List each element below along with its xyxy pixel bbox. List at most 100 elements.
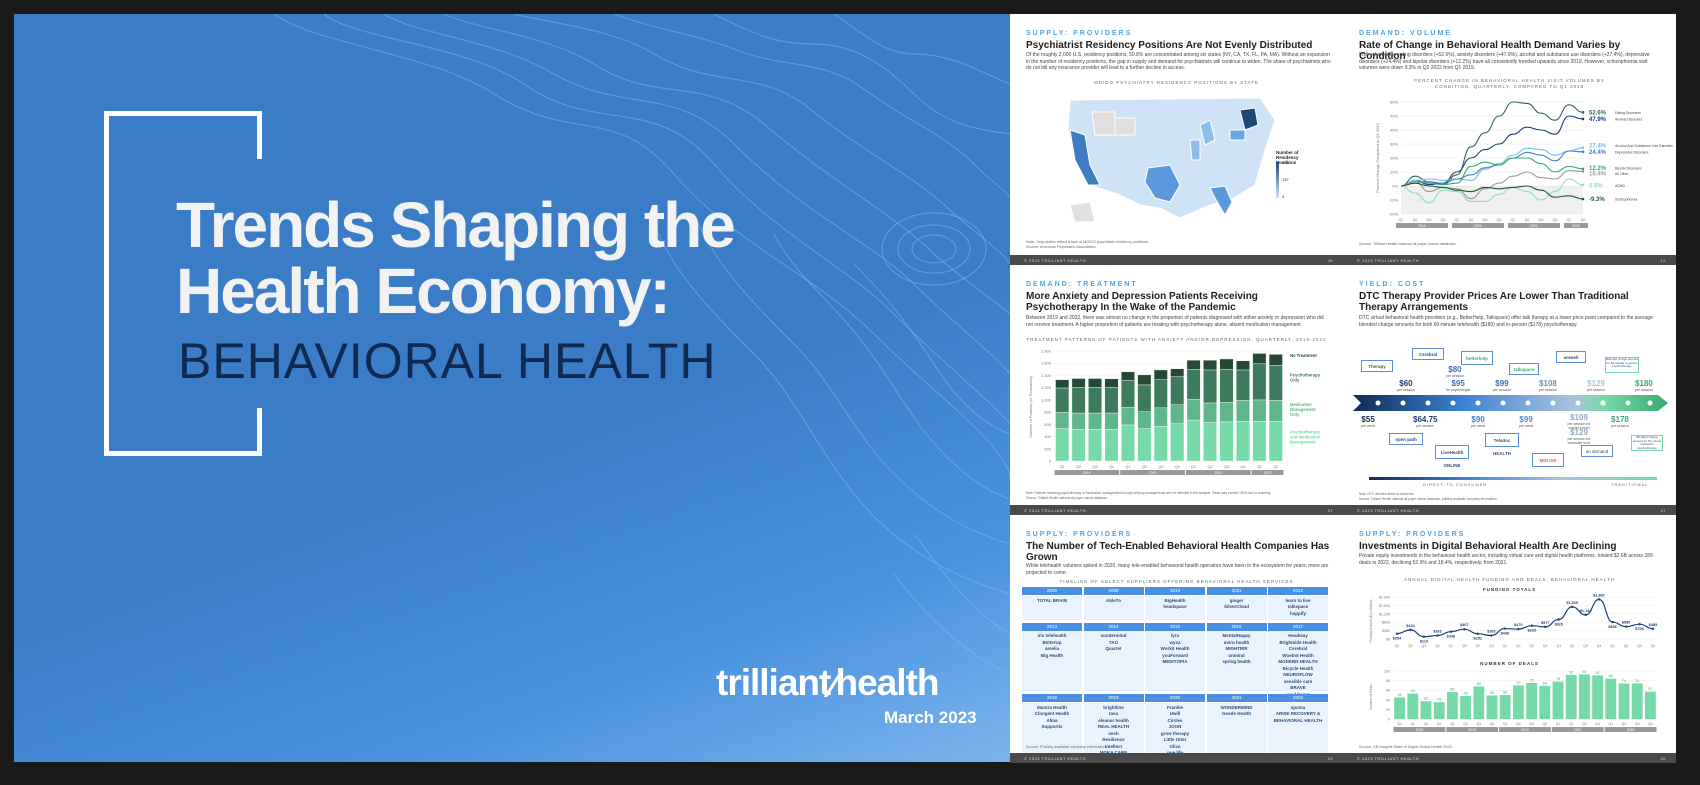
- price-129-bottom: $129 per session for doctorate level: [1567, 428, 1591, 445]
- logo-open-path: open path: [1389, 433, 1423, 445]
- svg-text:20: 20: [1386, 708, 1390, 712]
- svg-text:Psychotherapy: Psychotherapy: [1290, 373, 1321, 378]
- axis-traditional-label: TRADITIONAL: [1611, 482, 1649, 487]
- svg-text:2021: 2021: [1574, 728, 1582, 732]
- company-logo: JOON: [1168, 724, 1182, 729]
- timeline-year-2013: 2013: [1022, 622, 1082, 631]
- svg-text:Q4: Q4: [1109, 465, 1114, 469]
- svg-text:Number of Deals: Number of Deals: [1369, 684, 1373, 710]
- note-text: Note: Patients receiving psychotherapy o…: [1026, 491, 1272, 495]
- timeline-companies-2014: sondermind TAO Quartet: [1083, 631, 1144, 691]
- page-number: 36: [1327, 258, 1333, 263]
- svg-text:$165: $165: [1487, 630, 1495, 634]
- svg-text:$706: $706: [1635, 627, 1643, 631]
- svg-text:Eating Disorders: Eating Disorders: [1615, 111, 1641, 115]
- page-title: Investments in Digital Behavioral Health…: [1359, 541, 1617, 552]
- company-logo: Geode Health: [1221, 711, 1251, 716]
- chart-title: MD/DO PSYCHIATRY RESIDENCY POSITIONS BY …: [1094, 80, 1259, 85]
- svg-text:Q1: Q1: [1454, 218, 1459, 222]
- svg-text:Q4: Q4: [1437, 722, 1442, 726]
- svg-text:Q1: Q1: [1398, 218, 1403, 222]
- svg-text:2019: 2019: [1418, 224, 1426, 228]
- page-demand-treatment: DEMAND: TREATMENT More Anxiety and Depre…: [1010, 265, 1343, 515]
- svg-text:Q1: Q1: [1556, 644, 1561, 648]
- page-footer: © 2023 TRILLIANT HEALTH 40: [1343, 753, 1676, 763]
- page-kicker: SUPPLY: PROVIDERS: [1026, 30, 1133, 37]
- svg-text:2020: 2020: [1474, 224, 1482, 228]
- chart-title: TREATMENT PATTERNS OF PATIENTS WITH ANXI…: [1026, 337, 1327, 342]
- svg-text:Q4: Q4: [1648, 722, 1653, 726]
- page-note: Note: DTC denotes direct-to-consumer. So…: [1359, 492, 1497, 502]
- svg-text:92: 92: [1569, 670, 1573, 674]
- timeline-year-2019: 2019: [1083, 694, 1144, 702]
- svg-text:74: 74: [1622, 679, 1626, 683]
- title-frame-right-bottom: [257, 408, 262, 456]
- svg-text:2020: 2020: [1521, 728, 1529, 732]
- svg-text:Q3: Q3: [1093, 465, 1098, 469]
- svg-text:1,400: 1,400: [1041, 373, 1052, 378]
- svg-text:$800: $800: [1382, 621, 1390, 625]
- footer-copyright: © 2023 TRILLIANT HEALTH: [1357, 508, 1420, 513]
- svg-text:37: 37: [1424, 697, 1428, 701]
- svg-text:-10%: -10%: [1389, 198, 1399, 203]
- svg-text:Management: Management: [1290, 440, 1316, 445]
- company-logo: MentalHappy: [1222, 633, 1251, 638]
- page-title: Psychiatrist Residency Positions Are Not…: [1026, 40, 1313, 51]
- svg-text:Q2: Q2: [1524, 218, 1529, 222]
- page-number: 12: [1660, 258, 1666, 263]
- svg-text:Q3: Q3: [1224, 465, 1229, 469]
- svg-text:Q2: Q2: [1462, 644, 1467, 648]
- logo-amwell: amwell: [1556, 351, 1586, 363]
- page-dtc-prices: YIELD: COST DTC Therapy Provider Prices …: [1343, 265, 1676, 515]
- svg-text:Q2: Q2: [1463, 722, 1468, 726]
- svg-text:47.9%: 47.9%: [1589, 117, 1607, 123]
- svg-text:Q2: Q2: [1208, 465, 1213, 469]
- page-body: Between 2019 and 2022, there was almost …: [1026, 315, 1324, 328]
- svg-text:49: 49: [1490, 691, 1494, 695]
- page-kicker: DEMAND: TREATMENT: [1026, 281, 1138, 288]
- company-logo: Clongent Health: [1034, 711, 1070, 716]
- company-logo: BRAVE: [1290, 685, 1306, 690]
- svg-text:10.4%: 10.4%: [1589, 171, 1607, 177]
- timeline-companies-2015: lyra wysa Workit Health youForward MEDITOPIA: [1145, 631, 1205, 691]
- svg-text:Q4: Q4: [1595, 722, 1600, 726]
- svg-text:Q3: Q3: [1582, 722, 1587, 726]
- company-logo: MODERN HEALTH: [1278, 659, 1318, 664]
- svg-text:Only: Only: [1290, 378, 1300, 383]
- source-text: Source: Trilliant Health national all-pa…: [1359, 242, 1457, 246]
- company-logo: MOKA CARE: [1084, 750, 1144, 757]
- company-logo: meru health: [1223, 639, 1250, 645]
- timeline-year-2011: 2011: [1206, 587, 1267, 595]
- svg-text:12.2%: 12.2%: [1589, 166, 1607, 172]
- price-80: $80 per session: [1446, 365, 1464, 378]
- svg-text:$254: $254: [1393, 637, 1402, 641]
- svg-text:30%: 30%: [1390, 142, 1398, 147]
- brand-left: trilliant: [716, 662, 831, 703]
- company-logo: Bicycle Health: [1282, 665, 1314, 671]
- cover-slide: Trends Shaping the Health Economy: BEHAV…: [14, 14, 1010, 762]
- company-logo: Brightside Health: [1279, 639, 1317, 645]
- svg-text:60: 60: [1386, 689, 1390, 693]
- company-logo: Woebot Health: [1282, 652, 1314, 658]
- price-60: $60 per session: [1397, 379, 1415, 392]
- page-body: Of the roughly 2,000 U.S. residency posi…: [1026, 52, 1331, 71]
- svg-text:400: 400: [1044, 434, 1051, 439]
- blended-inperson-label: Blended charge amount for 60-minute in-p…: [1605, 357, 1639, 373]
- svg-text:and Medication: and Medication: [1290, 435, 1321, 440]
- svg-text:Q4: Q4: [1496, 218, 1501, 222]
- svg-text:$1,887: $1,887: [1593, 593, 1605, 597]
- svg-text:Bipolar Disorders: Bipolar Disorders: [1615, 166, 1642, 170]
- page-footer: © 2023 TRILLIANT HEALTH 36: [1010, 255, 1343, 265]
- page-number: 47: [1660, 508, 1666, 513]
- svg-text:2021: 2021: [1530, 224, 1538, 228]
- price-108: $108 per session: [1539, 379, 1557, 392]
- svg-text:$1,529: $1,529: [1566, 601, 1578, 605]
- page-demand-volume: DEMAND: VOLUME Rate of Change in Behavio…: [1343, 14, 1676, 265]
- source-text: Source: CB Insights State of Digital Glo…: [1359, 745, 1453, 749]
- timeline-year-2018: 2018: [1022, 694, 1082, 702]
- svg-text:Q4: Q4: [1543, 644, 1548, 648]
- svg-text:$434: $434: [1406, 624, 1415, 628]
- svg-text:2019: 2019: [1468, 728, 1476, 732]
- company-logo: lyra: [1170, 633, 1179, 638]
- svg-text:$470: $470: [1514, 623, 1522, 627]
